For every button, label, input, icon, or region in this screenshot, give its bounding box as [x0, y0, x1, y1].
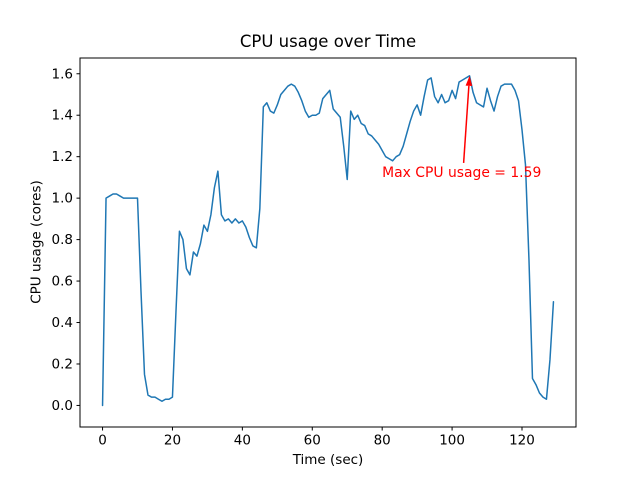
y-tick-label: 0.0 — [52, 398, 73, 414]
x-axis-label: Time (sec) — [292, 452, 364, 468]
y-tick-label: 1.6 — [52, 66, 73, 82]
annotation-arrow — [462, 75, 473, 163]
cpu-usage-line — [101, 75, 555, 407]
x-tick-label: 0 — [98, 433, 107, 449]
axis-ticks: 0 20 40 60 80 100 120 0.0 0.2 0.4 0.6 0.8 1.0 1.2 1.4 1… — [52, 66, 535, 448]
max-cpu-annotation: Max CPU usage = 1.59 — [382, 165, 542, 182]
x-tick-label: 120 — [509, 433, 535, 449]
y-tick-label: 1.4 — [52, 108, 73, 124]
x-tick-label: 60 — [304, 433, 321, 449]
y-tick-label: 0.8 — [52, 232, 73, 248]
x-tick-label: 40 — [234, 433, 251, 449]
y-tick-label: 0.4 — [52, 315, 73, 331]
x-tick-label: 20 — [164, 433, 181, 449]
chart-title: CPU usage over Time — [239, 32, 417, 51]
y-axis-label: CPU usage (cores) — [28, 180, 45, 304]
y-tick-label: 1.0 — [52, 191, 73, 207]
arrow-head — [465, 75, 473, 87]
y-tick-label: 0.6 — [52, 274, 73, 290]
arrow-shaft — [462, 85, 470, 163]
x-tick-label: 80 — [374, 433, 391, 449]
y-tick-label: 0.2 — [52, 356, 73, 372]
y-tick-label: 1.2 — [52, 149, 73, 165]
axes-spines — [79, 57, 577, 428]
x-tick-label: 100 — [439, 433, 465, 449]
